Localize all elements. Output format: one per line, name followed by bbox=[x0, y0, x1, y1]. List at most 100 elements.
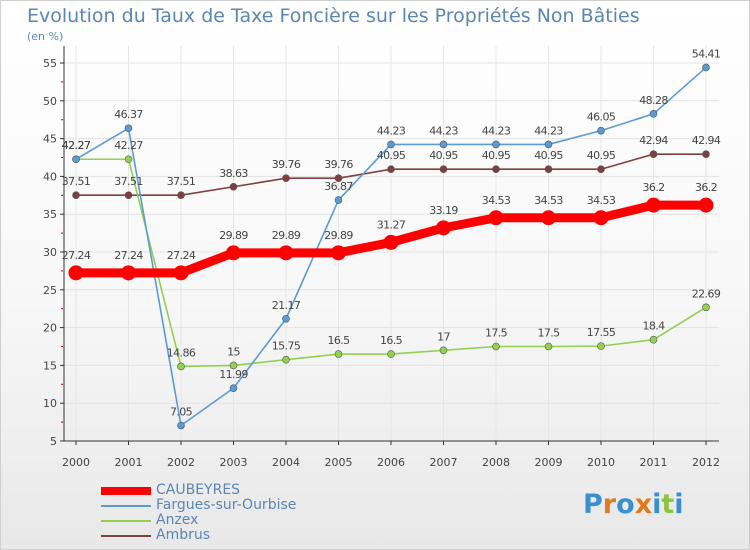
data-point bbox=[124, 155, 133, 164]
data-label: 22.69 bbox=[692, 287, 721, 300]
data-label: 15.75 bbox=[272, 340, 301, 353]
logo-letter: t bbox=[661, 489, 675, 520]
data-label: 40.95 bbox=[534, 149, 563, 162]
data-point bbox=[124, 124, 133, 133]
data-point bbox=[229, 182, 238, 191]
data-point bbox=[278, 245, 294, 261]
data-point bbox=[702, 150, 710, 158]
legend-label-ambrus: Ambrus bbox=[156, 527, 211, 543]
data-point bbox=[331, 245, 346, 261]
y-tick-label: 5 bbox=[50, 435, 57, 448]
x-tick-label: 2012 bbox=[692, 456, 720, 469]
data-label: 40.95 bbox=[429, 149, 458, 162]
data-point bbox=[593, 210, 609, 226]
x-tick-label: 2010 bbox=[587, 456, 615, 469]
data-point bbox=[229, 384, 238, 392]
x-tick-label: 2000 bbox=[62, 456, 90, 469]
data-point bbox=[649, 335, 658, 344]
data-label: 11.99 bbox=[219, 368, 248, 381]
data-label: 17 bbox=[437, 330, 450, 343]
data-label: 54.41 bbox=[692, 47, 721, 60]
x-tick-label: 2009 bbox=[535, 456, 563, 469]
data-point bbox=[544, 342, 553, 351]
data-label: 37.51 bbox=[167, 175, 196, 188]
data-label: 42.27 bbox=[62, 139, 91, 152]
x-tick-label: 2006 bbox=[377, 456, 405, 469]
data-label: 17.55 bbox=[587, 326, 616, 339]
data-point bbox=[544, 165, 553, 174]
proxiti-logo: Proxiti bbox=[583, 489, 684, 520]
data-label: 39.76 bbox=[324, 158, 353, 171]
legend-swatch-anzex bbox=[101, 520, 151, 522]
logo-letter: i bbox=[674, 489, 684, 520]
data-label: 44.23 bbox=[429, 124, 458, 137]
data-label: 42.94 bbox=[692, 134, 721, 147]
y-tick-label: 30 bbox=[43, 246, 57, 259]
logo-letter: o bbox=[616, 489, 635, 520]
data-point bbox=[544, 140, 553, 149]
y-tick-label: 15 bbox=[43, 359, 57, 372]
data-point bbox=[439, 140, 448, 149]
x-tick-label: 2002 bbox=[167, 456, 195, 469]
data-label: 40.95 bbox=[482, 149, 511, 162]
data-point bbox=[649, 110, 658, 118]
data-point bbox=[383, 234, 399, 250]
data-label: 42.27 bbox=[114, 139, 143, 152]
data-point bbox=[702, 63, 710, 72]
data-point bbox=[72, 191, 80, 200]
data-point bbox=[282, 314, 290, 323]
data-label: 27.24 bbox=[167, 249, 196, 262]
data-label: 17.5 bbox=[485, 327, 508, 340]
x-tick-label: 2011 bbox=[640, 456, 668, 469]
chart-subtitle: (en %) bbox=[27, 30, 64, 43]
data-point bbox=[282, 174, 290, 183]
y-tick-label: 10 bbox=[43, 397, 57, 410]
data-point bbox=[387, 350, 395, 358]
data-point bbox=[646, 197, 661, 213]
y-tick-label: 40 bbox=[43, 170, 57, 183]
data-label: 29.89 bbox=[324, 229, 353, 242]
x-tick-label: 2007 bbox=[430, 456, 458, 469]
x-tick-label: 2005 bbox=[325, 456, 353, 469]
x-tick-label: 2001 bbox=[115, 456, 143, 469]
data-label: 16.5 bbox=[380, 334, 403, 347]
data-point bbox=[436, 220, 451, 236]
legend-swatch-ambrus bbox=[101, 535, 151, 537]
data-label: 44.23 bbox=[482, 124, 511, 137]
data-label: 42.94 bbox=[639, 134, 668, 147]
data-label: 17.5 bbox=[537, 327, 560, 340]
data-point bbox=[334, 196, 343, 204]
data-point bbox=[334, 174, 343, 183]
data-label: 14.86 bbox=[167, 346, 196, 359]
data-point bbox=[121, 265, 136, 281]
y-tick-label: 50 bbox=[43, 95, 57, 108]
data-point bbox=[177, 362, 185, 371]
data-label: 42.27 bbox=[62, 139, 91, 152]
data-point bbox=[541, 210, 556, 226]
data-label: 46.37 bbox=[114, 108, 143, 121]
logo-letter: P bbox=[583, 489, 603, 520]
data-label: 38.63 bbox=[219, 167, 248, 180]
data-label: 21.17 bbox=[272, 299, 301, 312]
legend-label-anzex: Anzex bbox=[156, 512, 199, 528]
data-point bbox=[492, 342, 500, 351]
data-point bbox=[492, 165, 500, 174]
data-point bbox=[173, 265, 189, 281]
data-label: 44.23 bbox=[534, 124, 563, 137]
y-tick-label: 35 bbox=[43, 208, 57, 221]
data-label: 34.53 bbox=[587, 194, 616, 207]
data-point bbox=[439, 346, 448, 355]
legend-swatch-fargues-sur-ourbise bbox=[101, 505, 151, 507]
data-point bbox=[177, 421, 185, 430]
data-point bbox=[334, 350, 343, 358]
legend-label-caubeyres: CAUBEYRES bbox=[156, 482, 241, 498]
data-label: 33.19 bbox=[429, 204, 458, 217]
legend-swatch-caubeyres bbox=[101, 487, 151, 495]
data-label: 36.2 bbox=[642, 181, 664, 194]
data-point bbox=[492, 140, 500, 149]
data-point bbox=[229, 361, 238, 370]
logo-letter: r bbox=[602, 489, 617, 520]
data-point bbox=[597, 126, 605, 135]
